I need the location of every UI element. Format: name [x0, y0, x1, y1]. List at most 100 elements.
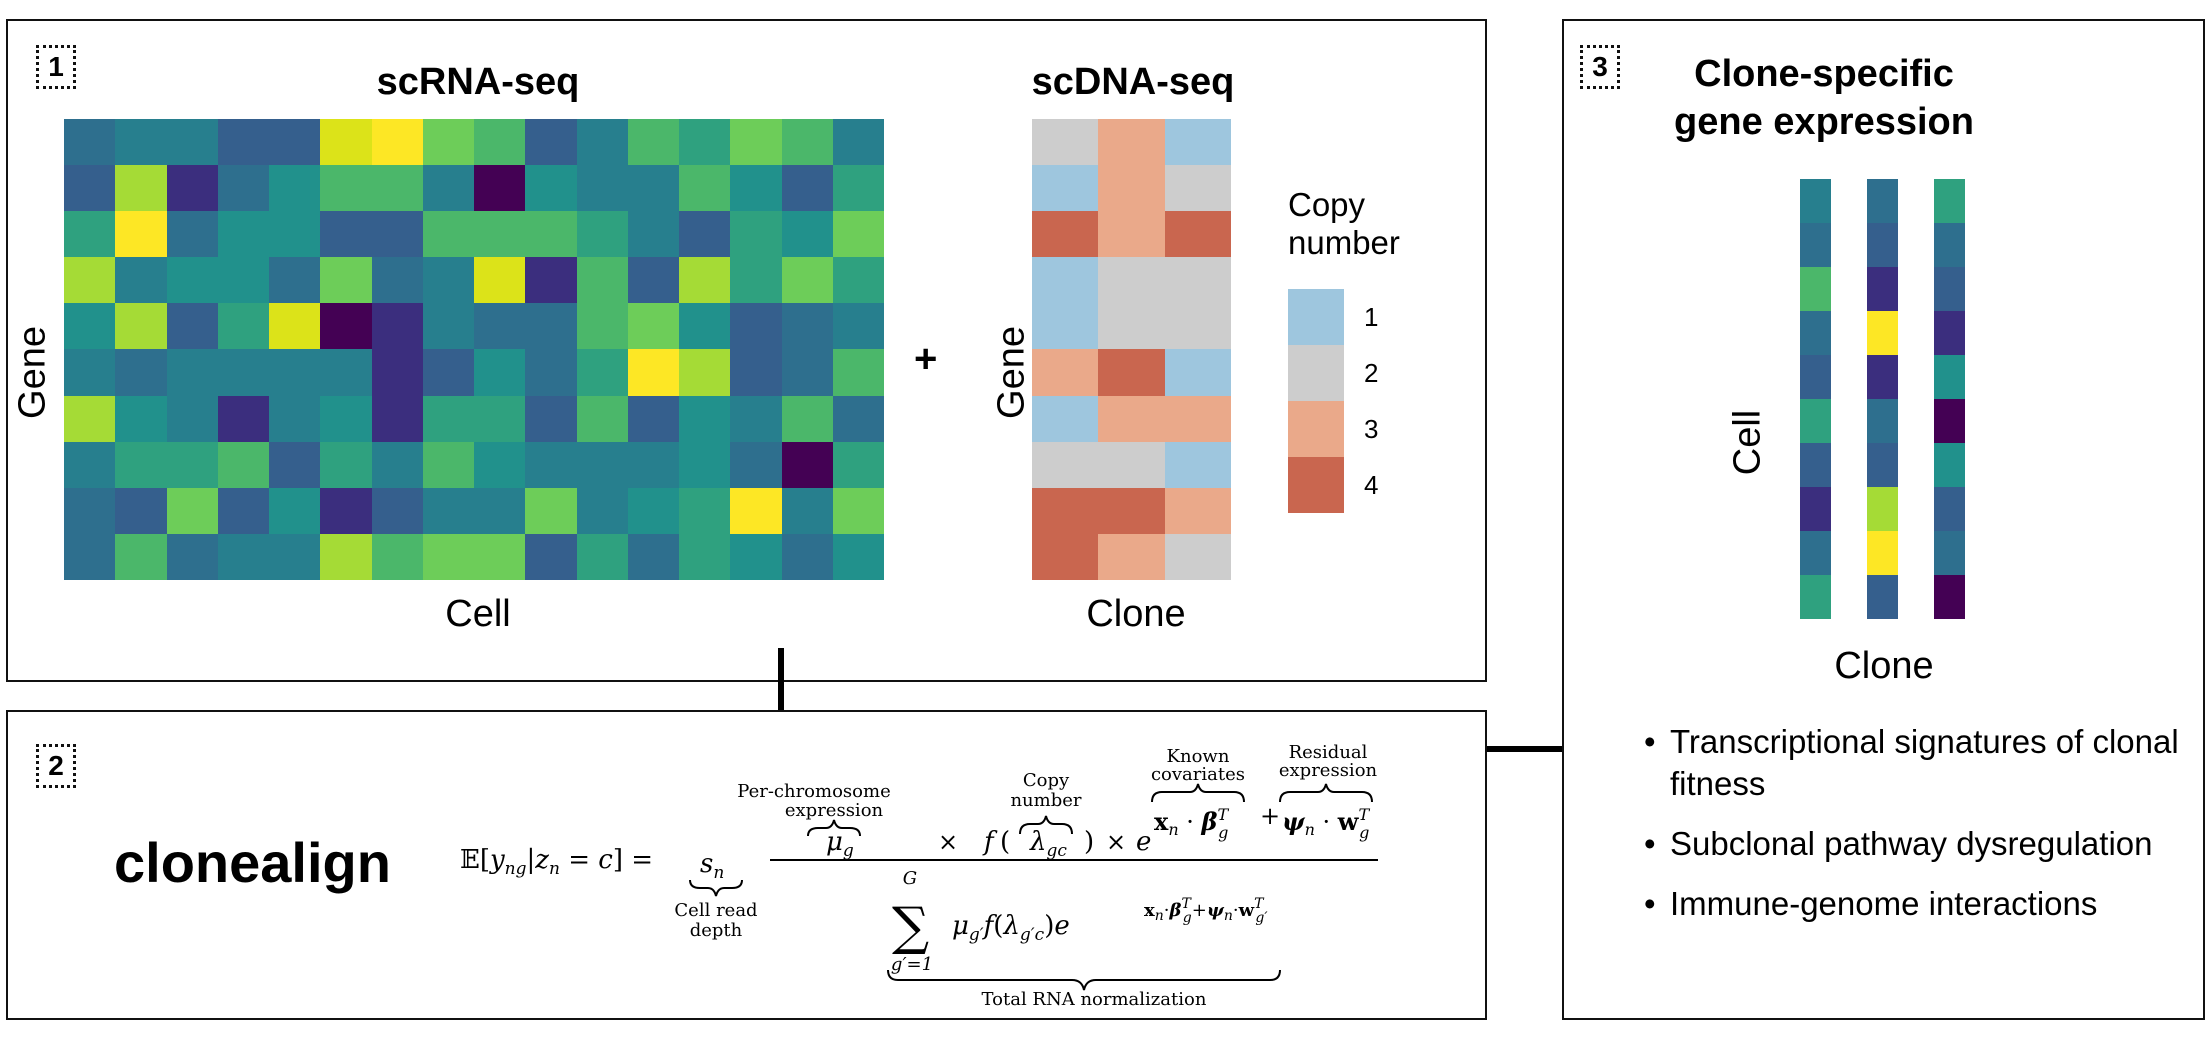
scrna-heatmap-cell	[320, 487, 372, 534]
scdna-heatmap-cell	[1164, 303, 1231, 350]
scrna-heatmap-cell	[269, 349, 321, 396]
scrna-heatmap-cell	[64, 257, 116, 304]
scrna-heatmap-cell	[422, 395, 474, 442]
scdna-heatmap-cell	[1098, 257, 1165, 304]
scrna-heatmap-cell	[371, 533, 423, 580]
scrna-heatmap-cell	[730, 349, 782, 396]
scrna-heatmap-cell	[781, 441, 833, 488]
scrna-heatmap-cell	[679, 349, 731, 396]
clone-expression-cell	[1867, 487, 1898, 531]
scrna-heatmap-cell	[115, 119, 167, 166]
clone-expression-cell	[1867, 443, 1898, 487]
scdna-heatmap-cell	[1032, 533, 1099, 580]
scrna-heatmap-cell	[320, 211, 372, 258]
legend-title-line1: Copy	[1288, 186, 1366, 223]
clone-expression-column	[1867, 179, 1898, 619]
scdna-heatmap-cell	[1032, 211, 1099, 258]
legend-label: 2	[1364, 357, 1379, 388]
scrna-heatmap-cell	[576, 349, 628, 396]
scrna-heatmap-cell	[422, 165, 474, 212]
scrna-heatmap-cell	[525, 211, 577, 258]
scrna-heatmap-cell	[781, 165, 833, 212]
scrna-heatmap-cell	[64, 533, 116, 580]
scrna-heatmap-cell	[730, 211, 782, 258]
clone-expression-cell	[1867, 267, 1898, 311]
scrna-heatmap-cell	[781, 487, 833, 534]
scrna-heatmap-cell	[371, 395, 423, 442]
scdna-heatmap	[1032, 119, 1231, 580]
scrna-heatmap-cell	[781, 257, 833, 304]
scrna-heatmap-cell	[269, 119, 321, 166]
scrna-heatmap-cell	[627, 165, 679, 212]
scrna-heatmap-cell	[474, 257, 526, 304]
bullet-icon: •	[1644, 885, 1656, 922]
scdna-heatmap-cell	[1032, 257, 1099, 304]
scrna-heatmap-cell	[422, 303, 474, 350]
scdna-heatmap-cell	[1164, 487, 1231, 534]
clone-expression-cell	[1934, 575, 1965, 619]
scrna-heatmap-cell	[64, 211, 116, 258]
legend-label: 4	[1364, 469, 1379, 500]
scrna-heatmap-cell	[217, 533, 269, 580]
method-name: clonealign	[114, 831, 391, 894]
scrna-heatmap-cell	[64, 303, 116, 350]
clone-expression-cell	[1867, 355, 1898, 399]
scdna-heatmap-cell	[1098, 441, 1165, 488]
scrna-heatmap-cell	[269, 303, 321, 350]
legend-swatch	[1288, 401, 1344, 457]
scrna-heatmap-cell	[166, 119, 218, 166]
clone-expression-column	[1934, 179, 1965, 619]
scrna-heatmap-cell	[474, 303, 526, 350]
scrna-heatmap-cell	[730, 395, 782, 442]
findings-list: • Transcriptional signatures of clonal f…	[1644, 721, 2184, 943]
scrna-heatmap-cell	[422, 119, 474, 166]
clone-expression-cell	[1867, 311, 1898, 355]
panel3-x-axis-label: Clone	[1834, 645, 1934, 687]
scdna-heatmap-cell	[1032, 165, 1099, 212]
svg-text:xn·βTg+ψn·wTg′: xn·βT g+ψn·wT g′	[1144, 896, 1268, 926]
scrna-heatmap-cell	[217, 441, 269, 488]
scrna-heatmap-cell	[371, 441, 423, 488]
scrna-heatmap-cell	[474, 533, 526, 580]
scdna-heatmap-cell	[1164, 349, 1231, 396]
scrna-heatmap-cell	[474, 395, 526, 442]
scrna-heatmap-cell	[781, 395, 833, 442]
scrna-heatmap-cell	[627, 303, 679, 350]
scrna-heatmap-cell	[371, 487, 423, 534]
scrna-heatmap-cell	[371, 165, 423, 212]
scrna-heatmap-cell	[166, 211, 218, 258]
annotation-cell-read-depth-1: Cell read	[674, 900, 757, 921]
scrna-heatmap-cell	[781, 349, 833, 396]
clone-expression-cell	[1800, 487, 1831, 531]
clone-expression-cell	[1800, 267, 1831, 311]
list-item: • Immune-genome interactions	[1644, 883, 2184, 925]
scrna-heatmap-cell	[422, 211, 474, 258]
svg-text:×: ×	[938, 828, 958, 856]
svg-text:μg′f(λg′c)e: μg′f(λg′c)e	[952, 911, 1070, 945]
legend-item: 3	[1288, 401, 1378, 457]
scrna-heatmap-cell	[166, 487, 218, 534]
scrna-heatmap-cell	[832, 165, 884, 212]
panel-number-badge: 3	[1580, 45, 1620, 89]
scrna-heatmap-cell	[269, 165, 321, 212]
scrna-heatmap-cell	[115, 441, 167, 488]
svg-text:+: +	[1260, 802, 1280, 830]
legend-item: 2	[1288, 345, 1378, 401]
svg-text:): )	[1084, 827, 1094, 857]
scrna-heatmap-cell	[576, 533, 628, 580]
scdna-heatmap-cell	[1098, 349, 1165, 396]
scrna-heatmap-cell	[371, 303, 423, 350]
scrna-heatmap-cell	[217, 487, 269, 534]
scdna-heatmap-cell	[1032, 303, 1099, 350]
scrna-heatmap-cell	[115, 533, 167, 580]
panel3-title-line2: gene expression	[1674, 100, 1974, 143]
clone-expression-cell	[1934, 487, 1965, 531]
clone-expression-cell	[1800, 531, 1831, 575]
scrna-heatmap-cell	[217, 119, 269, 166]
scrna-heatmap-cell	[525, 395, 577, 442]
scdna-heatmap-cell	[1032, 441, 1099, 488]
scdna-heatmap-cell	[1164, 533, 1231, 580]
svg-text:λgc: λgc	[1029, 827, 1067, 861]
scrna-heatmap-cell	[679, 119, 731, 166]
scrna-heatmap-cell	[576, 119, 628, 166]
